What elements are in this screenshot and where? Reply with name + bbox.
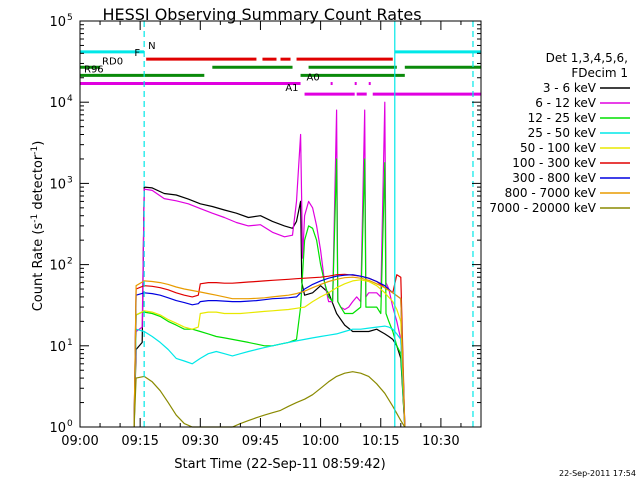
y-tick-label-exp-1: 1: [67, 338, 73, 348]
series-line-8: [133, 371, 406, 428]
y-tick-label-exp-5: 5: [67, 13, 73, 23]
vertical-markers: [143, 21, 474, 427]
legend-label-3: 25 - 50 keV: [528, 126, 597, 140]
legend-label-5: 100 - 300 keV: [512, 156, 596, 170]
x-tick-label-75: 10:15: [362, 434, 399, 449]
legend-label-6: 300 - 800 keV: [512, 171, 596, 185]
timestamp: 22-Sep-2011 17:54: [559, 469, 636, 478]
x-tick-label-15: 09:15: [121, 434, 158, 449]
legend-header-2: FDecim 1: [571, 66, 628, 80]
series-line-4: [133, 279, 406, 428]
y-axis-label-main: Count Rate (s: [31, 223, 46, 312]
flag-label-1: F: [134, 48, 140, 59]
flag-label-0: N: [148, 41, 155, 52]
y-tick-label-exp-2: 2: [67, 257, 73, 267]
y-tick-label-2: 10: [49, 259, 66, 274]
y-tick-label-1: 10: [49, 340, 66, 355]
x-tick-label-0: 09:00: [61, 434, 98, 449]
y-tick-label-exp-3: 3: [67, 175, 73, 185]
legend-label-0: 3 - 6 keV: [543, 81, 597, 95]
series-line-2: [133, 158, 406, 428]
y-axis-label-end: ): [31, 141, 46, 146]
y-tick-label-0: 10: [49, 421, 66, 436]
series-line-3: [133, 325, 406, 428]
legend-header-1: Det 1,3,4,5,6,: [546, 51, 628, 65]
x-axis: 09:00 09:15 09:30 09:45 10:00 10:15 10:30: [61, 21, 482, 449]
series-line-7: [133, 276, 406, 428]
series-line-0: [133, 186, 406, 428]
series-layer: [133, 101, 406, 428]
chart-title: HESSI Observing Summary Count Rates: [102, 5, 421, 24]
y-axis-label-sup1: -1: [30, 214, 40, 223]
y-tick-label-exp-0: 0: [67, 419, 73, 429]
legend-label-2: 12 - 25 keV: [528, 111, 597, 125]
y-axis-label-mid: detector: [31, 154, 46, 214]
x-tick-label-90: 10:30: [422, 434, 459, 449]
legend-label-1: 6 - 12 keV: [535, 96, 597, 110]
series-line-1: [133, 101, 406, 428]
flag-label-3: R96: [84, 64, 104, 75]
series-line-6: [133, 274, 406, 428]
flag-label-2: RD0: [102, 56, 123, 67]
legend-label-4: 50 - 100 keV: [520, 141, 597, 155]
y-axis-label: Count Rate (s-1 detector-1): [30, 141, 46, 312]
flag-label-5: A1: [285, 83, 298, 94]
y-tick-label-4: 10: [49, 96, 66, 111]
x-tick-label-60: 10:00: [302, 434, 339, 449]
y-axis-label-sup2: -1: [30, 146, 40, 155]
y-tick-label-3: 10: [49, 177, 66, 192]
y-tick-label-5: 10: [49, 15, 66, 30]
x-tick-label-45: 09:45: [242, 434, 279, 449]
y-tick-label-exp-4: 4: [67, 94, 73, 104]
legend-label-7: 800 - 7000 keV: [505, 186, 597, 200]
legend-label-8: 7000 - 20000 keV: [489, 201, 596, 215]
x-axis-label: Start Time (22-Sep-11 08:59:42): [174, 457, 385, 472]
x-tick-label-30: 09:30: [182, 434, 219, 449]
flag-label-4: A0: [307, 73, 320, 84]
